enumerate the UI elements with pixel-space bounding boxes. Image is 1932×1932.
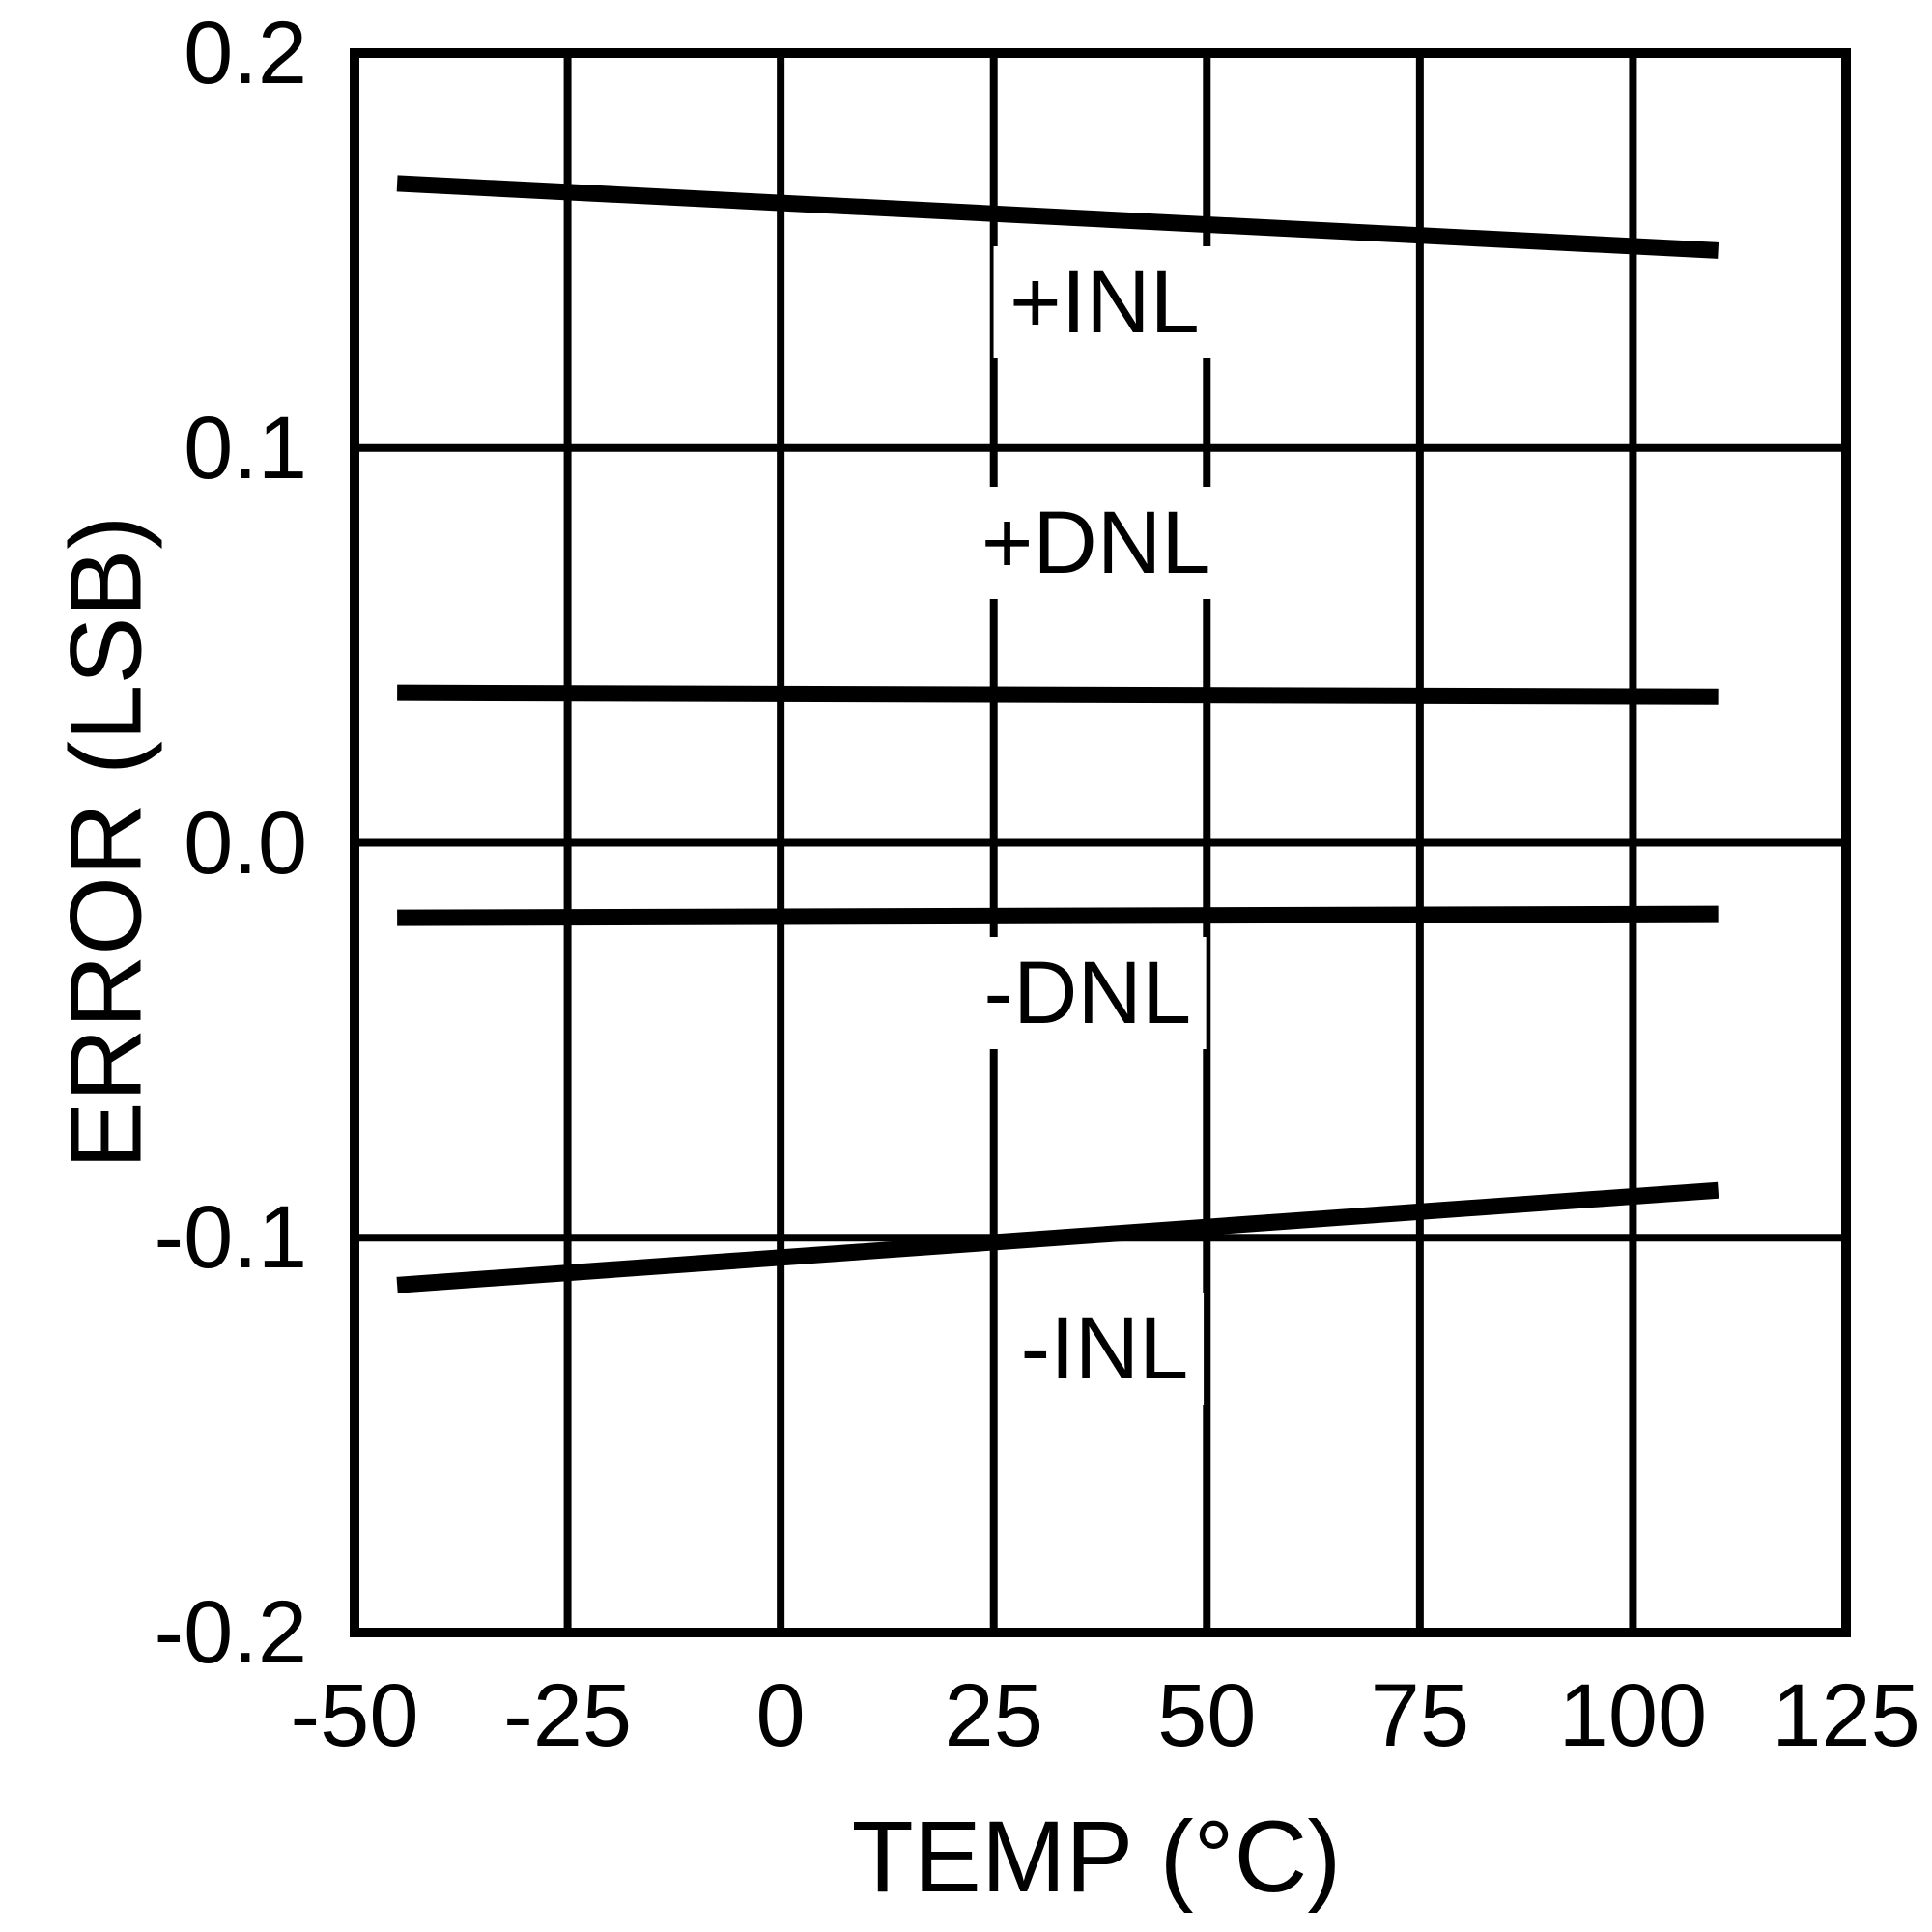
x-tick-label-100: 100 xyxy=(1558,1666,1708,1765)
curve-label-plusminus-inl: +INL xyxy=(993,245,1215,358)
x-tick-label--25: -25 xyxy=(503,1666,633,1765)
x-tick-label--50: -50 xyxy=(290,1666,419,1765)
y-tick-label--0.2: -0.2 xyxy=(154,1583,307,1682)
x-tick-label-25: 25 xyxy=(944,1666,1043,1765)
y-tick-label--0.1: -0.1 xyxy=(154,1188,307,1288)
x-tick-label-0: 0 xyxy=(755,1666,806,1765)
y-tick-label-0.2: 0.2 xyxy=(184,4,307,102)
y-tick-label-0: 0.0 xyxy=(184,793,307,893)
line-plusminus-inl xyxy=(396,175,1719,259)
curve-label-minus-dnl: -DNL xyxy=(968,936,1208,1049)
curve-label-minus-inl: -INL xyxy=(1005,1292,1205,1405)
curve-label-plusminus-dnl: +DNL xyxy=(965,486,1227,599)
y-tick-label-0.1: 0.1 xyxy=(184,398,307,497)
x-tick-label-50: 50 xyxy=(1157,1666,1257,1765)
line-plusminus-dnl xyxy=(397,684,1719,705)
x-tick-label-125: 125 xyxy=(1772,1666,1920,1765)
line-minus-inl xyxy=(396,1181,1719,1293)
x-tick-label-75: 75 xyxy=(1370,1666,1470,1765)
plot-border xyxy=(350,48,1851,1637)
line-minus-dnl xyxy=(397,905,1719,926)
x-axis-title: TEMP (°C) xyxy=(851,1801,1342,1914)
